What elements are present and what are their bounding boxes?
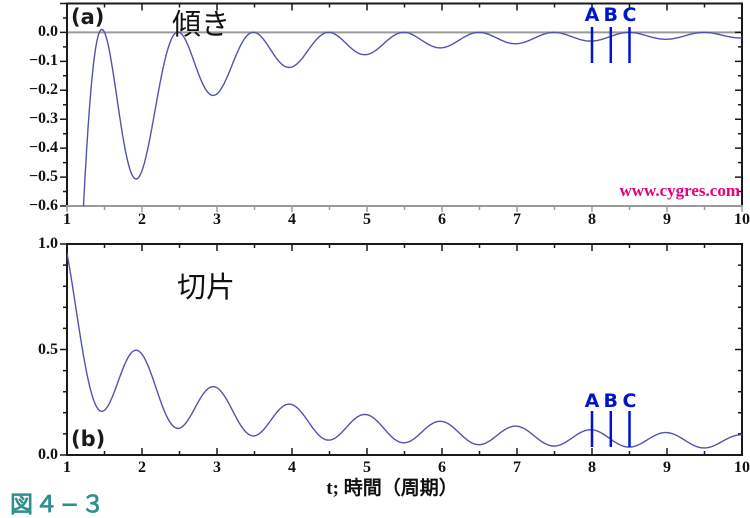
- panel-b-top-ticks: [66, 244, 743, 251]
- panel-b-marker-letter-A: A: [584, 390, 600, 412]
- panel-b-xtick-6: 6: [438, 459, 446, 476]
- panel-b-label: (b): [71, 427, 106, 451]
- panel-b-xtick-3: 3: [213, 459, 221, 476]
- panel-b-xtick-1: 1: [63, 459, 71, 476]
- panel-a-xtick-4: 4: [288, 211, 296, 228]
- panel-b-title: 切片: [177, 272, 236, 304]
- panel-a-ytick-−0.5: −0.5: [28, 168, 58, 186]
- panel-a-curve: [82, 28, 742, 207]
- panel-a-marker-letter-A: A: [584, 4, 600, 26]
- panel-a-left-ticks: [60, 2, 67, 207]
- panel-a-ytick-−0.4: −0.4: [28, 139, 58, 157]
- panel-a-ytick-−0.1: −0.1: [28, 52, 58, 70]
- panel-b-ytick-1.0: 1.0: [38, 235, 58, 252]
- panel-b-xtick-7: 7: [513, 459, 521, 476]
- panel-b-ytick-0.5: 0.5: [38, 340, 58, 358]
- panel-a-ytick-−0.3: −0.3: [28, 110, 58, 128]
- x-axis-label: t; 時間（周期）: [326, 478, 458, 499]
- panel-a-xtick-8: 8: [588, 211, 596, 228]
- panel-a-xtick-1: 1: [63, 211, 71, 228]
- panel-b-bottom-ticks: [66, 448, 743, 455]
- panel-a-label: (a): [71, 5, 105, 29]
- panel-b-xtick-4: 4: [288, 459, 296, 476]
- panel-a-xtick-3: 3: [213, 211, 221, 228]
- panel-b-ytick-0.0: 0.0: [38, 446, 58, 463]
- panel-a-xtick-5: 5: [363, 211, 371, 228]
- panel-a-xtick-7: 7: [513, 211, 521, 228]
- panel-b-xtick-9: 9: [663, 459, 671, 476]
- panel-b-left-ticks: [60, 243, 67, 456]
- panel-a-marker-letter-B: B: [603, 4, 619, 26]
- panel-b-xtick-2: 2: [138, 459, 146, 476]
- panel-a-top-ticks: [66, 3, 743, 11]
- panel-b-xtick-10: 10: [734, 459, 750, 476]
- panel-b-right-ticks: [735, 243, 742, 456]
- panel-a-xtick-6: 6: [438, 211, 446, 228]
- panel-b-marker-letter-B: B: [603, 390, 619, 412]
- panel-b-xtick-5: 5: [363, 459, 371, 476]
- panel-a-ytick-−0.2: −0.2: [28, 81, 58, 99]
- panel-a-ytick-−0.6: −0.6: [28, 197, 58, 214]
- panel-a-marker-letter-C: C: [622, 4, 637, 26]
- panel-a-xtick-9: 9: [663, 211, 671, 228]
- panel-a-xtick-2: 2: [138, 211, 146, 228]
- watermark-text: www.cygres.com: [619, 181, 740, 200]
- panel-a-right-ticks: [735, 2, 742, 207]
- figure-caption: 図４−３: [10, 492, 107, 518]
- panel-a-bottom-ticks: [66, 206, 743, 212]
- panel-b-marker-letter-C: C: [622, 390, 637, 412]
- panel-b-xtick-8: 8: [588, 459, 596, 476]
- panel-a-xtick-10: 10: [734, 211, 750, 228]
- panel-b-curve: [67, 253, 742, 449]
- panel-a-ytick-0.0: 0.0: [38, 23, 58, 41]
- panel-a-title: 傾き: [172, 9, 231, 41]
